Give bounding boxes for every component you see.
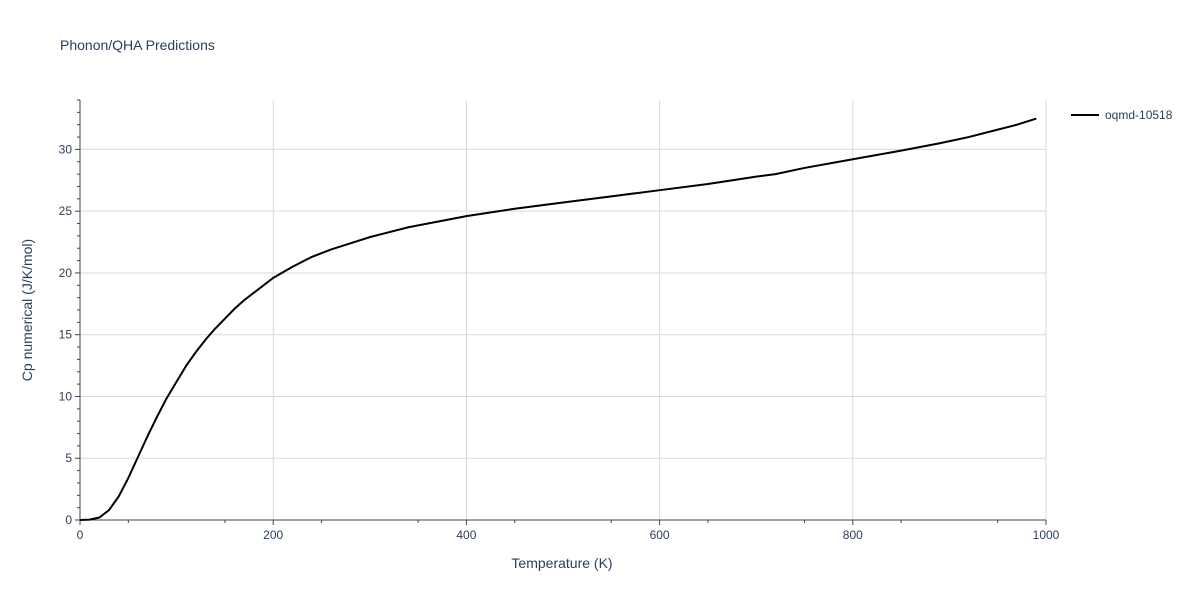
x-tick-label: 400	[456, 528, 476, 542]
y-tick-label: 30	[59, 142, 73, 156]
axis-layer: 0 200 400 600 800 1000 0 5 10 15 20 25 30	[59, 99, 1060, 542]
x-tick-label: 800	[843, 528, 863, 542]
y-tick-label: 15	[59, 328, 73, 342]
y-axis-title: Cp numerical (J/K/mol)	[19, 239, 35, 381]
x-axis-title: Temperature (K)	[511, 555, 612, 571]
y-tick-label: 10	[59, 389, 73, 403]
y-tick-label: 25	[59, 204, 73, 218]
y-tick-label: 20	[59, 266, 73, 280]
y-tick-label: 5	[65, 451, 72, 465]
grid-layer	[80, 100, 1047, 520]
legend-label: oqmd-10518	[1105, 108, 1173, 122]
series-layer	[79, 117, 1037, 521]
x-tick-label: 0	[77, 528, 84, 542]
legend: oqmd-10518	[1071, 108, 1173, 122]
x-tick-label: 1000	[1033, 528, 1060, 542]
y-tick-label: 0	[65, 513, 72, 527]
x-tick-label: 600	[650, 528, 670, 542]
series-line-0	[79, 117, 1037, 521]
x-tick-label: 200	[263, 528, 283, 542]
chart-title: Phonon/QHA Predictions	[60, 37, 215, 53]
